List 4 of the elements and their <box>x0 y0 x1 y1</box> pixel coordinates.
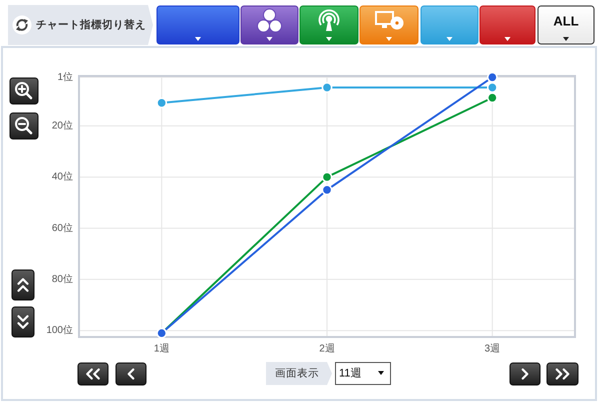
label-switch: チャート指標切り替え <box>36 19 146 31</box>
label-display: 画面表示 <box>275 368 319 380</box>
select-weeks: 11週 <box>339 368 362 380</box>
button-all: ALL <box>553 14 579 28</box>
